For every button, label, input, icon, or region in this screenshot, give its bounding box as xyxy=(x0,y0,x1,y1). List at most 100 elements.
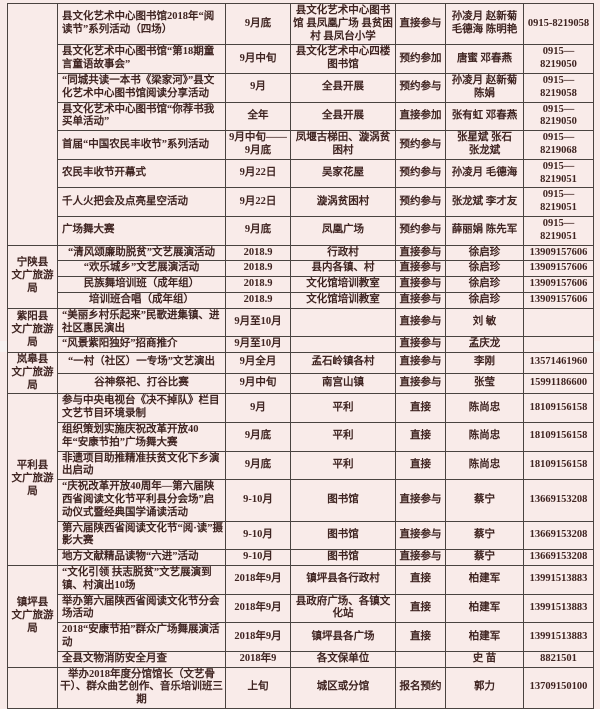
phone-cell: 13669153208 xyxy=(523,549,594,566)
contact-cell: 徐启珍 xyxy=(445,260,524,278)
participation-cell: 预约参与 xyxy=(395,215,446,246)
activity-cell: 组织策划实施庆祝改革开放40年“安康节拍”广场舞大赛 xyxy=(57,421,226,452)
participation-cell: 直接 xyxy=(395,564,446,595)
time-cell: 9月底 xyxy=(225,450,291,481)
time-cell: 9月全月 xyxy=(225,352,291,374)
table-row: 农民丰收节开幕式 9月22日 吴家花屋 预约参与 孙凌月 毛德海 0915—8219051 xyxy=(8,158,594,189)
activity-cell: “美丽乡村乐起来”民歌进集镇、进社区惠民演出 xyxy=(57,307,226,338)
contact-cell: 徐启珍 xyxy=(445,276,524,293)
location-cell: 镇坪县各广场 xyxy=(290,622,396,652)
location-cell: 全县开展 xyxy=(290,101,396,132)
contact-cell: 徐启珍 xyxy=(445,244,524,262)
table-row: 培训班合唱（成年组） 2018.9 文化馆培训教室 直接参与 徐启珍 1390915760… xyxy=(8,291,594,309)
activity-cell: 培训班合唱（成年组） xyxy=(57,291,226,309)
table-row: 非遗项目助推精准扶贫文化下乡演出启动 9月底 平利 直接 陈尚忠 18109156158 xyxy=(8,450,594,481)
participation-cell: 直接参与 xyxy=(395,479,446,522)
contact-cell: 柏建军 xyxy=(445,564,524,595)
participation-cell: 直接参与 xyxy=(395,276,446,293)
location-cell xyxy=(290,336,396,354)
location-cell: 镇坪县各行政村 xyxy=(290,564,396,595)
activity-cell: “风景紫阳独好”招商推介 xyxy=(57,336,226,354)
time-cell: 9月中旬 xyxy=(225,44,291,74)
participation-cell: 直接参与 xyxy=(395,260,446,278)
time-cell: 9月 xyxy=(225,72,291,103)
location-cell: 平利 xyxy=(290,421,396,452)
location-cell: 文化馆培训教室 xyxy=(290,291,396,309)
location-cell: 县政府广场、各镇文化站 xyxy=(290,593,396,624)
phone-cell: 13991513883 xyxy=(523,593,594,624)
contact-cell: 薛丽娟 陈先军 xyxy=(445,215,524,246)
location-cell: 文化馆培训教室 xyxy=(290,276,396,293)
table-row: 地方文献精品读物“六进”活动 9-10月 图书馆 直接参与 蔡宁 13669153208 xyxy=(8,549,594,566)
phone-cell: 15991186600 xyxy=(523,372,594,395)
time-cell: 2018.9 xyxy=(225,244,291,262)
location-cell xyxy=(290,307,396,338)
time-cell: 9-10月 xyxy=(225,549,291,566)
contact-cell: 徐启珍 xyxy=(445,291,524,309)
table-row: “风景紫阳独好”招商推介 9月至10月 直接参与 孟庆龙 xyxy=(8,336,594,354)
table-row: 全县文物消防安全月查 2018年9 各文保单位 史 苗 8821501 xyxy=(8,650,594,668)
activity-cell: 县文化艺术中心图书馆“第18期童言童语故事会” xyxy=(57,44,226,74)
phone-cell: 13909157606 xyxy=(523,276,594,293)
time-cell: 9月底 xyxy=(225,215,291,246)
phone-cell: 0915—8219050 xyxy=(523,101,594,132)
contact-cell: 柏建军 xyxy=(445,593,524,624)
location-cell: 漩涡贫困村 xyxy=(290,187,396,217)
table-row: 组织策划实施庆祝改革开放40年“安康节拍”广场舞大赛 9月底 平利 直接 陈尚忠 1810… xyxy=(8,421,594,452)
participation-cell: 报名预约 xyxy=(395,666,446,709)
time-cell: 9月至10月 xyxy=(225,307,291,338)
location-cell: 各文保单位 xyxy=(290,650,396,668)
table-row: “同城共读一本书《梁家河》”县文化艺术中心图书馆阅读分享活动 9月 全县开展 预约参与… xyxy=(8,72,594,103)
contact-cell: 孙凌月 赵新菊 毛德海 陈明艳 xyxy=(445,2,524,46)
contact-cell: 孟庆龙 xyxy=(445,336,524,354)
time-cell: 2018年9月 xyxy=(225,564,291,595)
table-row: 第六届陕西省阅读文化节“阅·读”摄影大赛 9-10月 图书馆 直接参与 蔡宁 136691… xyxy=(8,520,594,551)
time-cell: 9月至10月 xyxy=(225,336,291,354)
table-row: 镇坪县 文广旅游局 “文化引领 扶志脱贫”文艺展演到镇、村演出10场 2018年9月… xyxy=(7,564,594,668)
participation-cell: 直接参加 xyxy=(395,101,446,132)
time-cell: 9月22日 xyxy=(225,158,291,189)
participation-cell: 预约参与 xyxy=(395,130,446,160)
location-cell: 城区或分馆 xyxy=(290,666,396,709)
phone-cell: 13669153208 xyxy=(523,479,594,522)
contact-cell: 史 苗 xyxy=(445,650,524,668)
activity-cell: 参与中央电视台《决不掉队》栏目文艺节目环境录制 xyxy=(57,393,226,423)
participation-cell: 直接参与 xyxy=(395,549,446,566)
activity-cell: 第六届陕西省阅读文化节“阅·读”摄影大赛 xyxy=(57,520,226,551)
table-row: “欢乐城乡”文艺展演活动 2018.9 县内各镇、村 直接参与 徐启珍 139091576… xyxy=(8,260,594,278)
org-cell: 镇坪县 文广旅游局 xyxy=(7,564,58,668)
activity-cell: 举办第六届陕西省阅读文化节分会场活动 xyxy=(57,593,226,624)
org-cell: 平利县 文广旅游局 xyxy=(7,393,58,566)
activity-cell: 非遗项目助推精准扶贫文化下乡演出启动 xyxy=(57,450,226,481)
participation-cell: 预约参与 xyxy=(395,187,446,217)
contact-cell: 孙凌月 毛德海 xyxy=(445,158,524,189)
phone-cell: 0915—8219068 xyxy=(523,130,594,160)
phone-cell: 13991513883 xyxy=(523,564,594,595)
table-row: 举办2018年度分馆馆长（文艺骨干）、群众曲艺创作、音乐培训班三期 上旬 城区或分馆… xyxy=(7,666,594,709)
phone-cell: 13909157606 xyxy=(523,244,594,262)
time-cell: 2018.9 xyxy=(225,291,291,309)
phone-cell: 13909157606 xyxy=(523,260,594,278)
participation-cell: 预约参加 xyxy=(395,44,446,74)
participation-cell: 预约参与 xyxy=(395,158,446,189)
table-row: 民族舞培训班（成年组） 2018.9 文化馆培训教室 直接参与 徐启珍 139091576… xyxy=(8,276,594,293)
org-cell: 宁陕县 文广旅游局 xyxy=(7,244,58,309)
phone-cell xyxy=(523,307,594,338)
activity-cell: 县文化艺术中心图书馆2018年“阅读节”系列活动（四场） xyxy=(57,2,226,46)
activity-cell: “一村（社区）一专场”文艺演出 xyxy=(57,352,226,374)
table-row: 岚皋县 文广旅游局 “一村（社区）一专场”文艺演出 9月全月 孟石岭镇各村 直接参与 李刚… xyxy=(7,351,594,395)
activity-cell: 地方文献精品读物“六进”活动 xyxy=(57,549,226,566)
time-cell: 9月 xyxy=(225,393,291,423)
contact-cell: 柏建军 xyxy=(445,622,524,652)
location-cell: 县内各镇、村 xyxy=(290,260,396,278)
activity-cell: “欢乐城乡”文艺展演活动 xyxy=(57,260,226,278)
phone-cell: 13669153208 xyxy=(523,520,594,551)
activity-cell: 农民丰收节开幕式 xyxy=(57,158,226,189)
table-row: 千人火把会及点亮星空活动 9月22日 漩涡贫困村 预约参与 张龙斌 李才友 0915—82… xyxy=(8,187,594,217)
activity-cell: 县文化艺术中心图书馆“你荐书我买单活动” xyxy=(57,101,226,132)
activity-cell: 2018“安康节拍”群众广场舞展演活动 xyxy=(57,622,226,652)
activity-cell: 谷神祭祀、打谷比赛 xyxy=(57,372,226,395)
participation-cell xyxy=(395,650,446,668)
activity-schedule-table-1: 县文化艺术中心图书馆2018年“阅读节”系列活动（四场） 9月底 县文化艺术中心图书… xyxy=(7,2,594,354)
time-cell: 9月底 xyxy=(225,421,291,452)
